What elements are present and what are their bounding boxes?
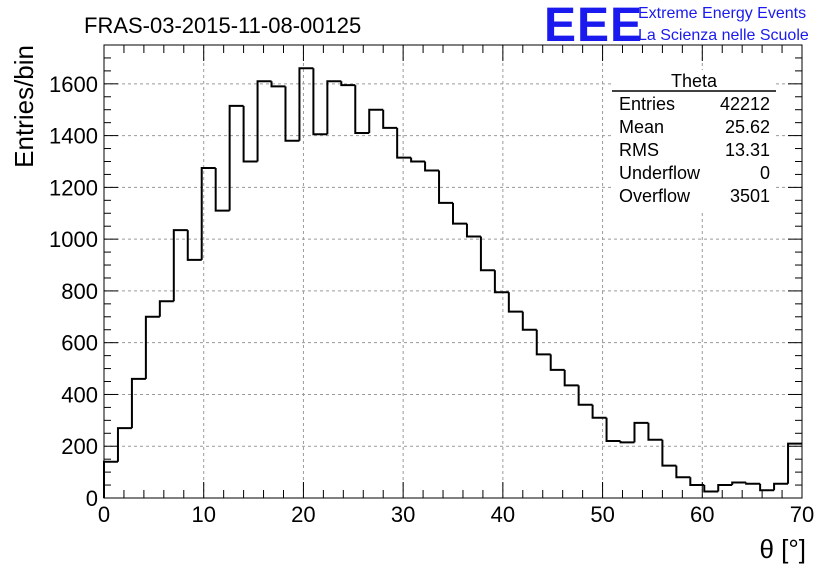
y-tick-label: 1600 [49, 72, 98, 97]
stats-row-value: 25.62 [725, 117, 770, 137]
histogram-bin [549, 354, 565, 371]
histogram-bin [452, 202, 467, 225]
y-tick-label: 1000 [49, 227, 98, 252]
stats-row-label: Entries [619, 94, 675, 114]
histogram-bin [298, 67, 314, 141]
y-tick-labels: 0 200 400 600 800 1000 1200 1400 1600 [49, 72, 98, 511]
histogram-bin [535, 329, 551, 356]
y-tick-label: 1400 [49, 124, 98, 149]
histogram-bin [186, 230, 202, 261]
histogram-bin [661, 439, 677, 467]
histogram-bin [438, 170, 453, 204]
stats-row-label: Underflow [619, 163, 701, 183]
histogram-bin [354, 85, 370, 135]
histogram-bin [675, 465, 691, 479]
histogram-bin [382, 109, 398, 129]
axis-ticks [103, 44, 803, 499]
histogram-bins [103, 67, 802, 498]
histogram-bin [312, 68, 328, 136]
histogram-bin [130, 377, 146, 429]
stats-row-label: RMS [619, 140, 659, 160]
eee-logo-mark: EEE [544, 0, 643, 52]
y-tick-label: 400 [61, 382, 98, 407]
x-axis-title: θ [°] [759, 534, 806, 564]
histogram-bin [340, 81, 356, 87]
x-tick-label: 40 [491, 502, 515, 527]
x-tick-label: 30 [391, 502, 415, 527]
y-tick-label: 0 [86, 486, 98, 511]
stats-row-value: 0 [760, 163, 770, 183]
histogram-bin [424, 161, 440, 172]
histogram-bin [577, 385, 593, 406]
stats-row-value: 42212 [720, 94, 770, 114]
histogram-bin [773, 482, 789, 491]
y-tick-label: 1200 [49, 175, 98, 200]
histogram-bin [731, 481, 747, 486]
histogram-bin [633, 421, 649, 443]
histogram-bin [563, 369, 579, 387]
histogram-bin [270, 81, 286, 88]
histogram-bin [242, 105, 258, 163]
stats-row-value: 13.31 [725, 140, 770, 160]
histogram-bin [493, 270, 509, 294]
histogram-bin [717, 484, 733, 492]
x-tick-label: 0 [98, 502, 110, 527]
y-tick-label: 600 [61, 331, 98, 356]
x-tick-label: 20 [291, 502, 315, 527]
histogram-bin [703, 485, 719, 493]
chart-title: FRAS-03-2015-11-08-00125 [84, 13, 361, 38]
histogram-bin [214, 167, 230, 212]
histogram-bin [507, 292, 523, 313]
histogram-bin [368, 108, 384, 134]
histogram-bin [116, 427, 132, 462]
histogram-bin [326, 80, 342, 135]
stats-row-label: Mean [619, 117, 664, 137]
x-tick-label: 10 [191, 502, 215, 527]
histogram-bin [256, 80, 272, 162]
x-tick-label: 50 [590, 502, 614, 527]
histogram-bin [759, 483, 775, 492]
stats-rows: Entries 42212 Mean 25.62 RMS 13.31 Underflow 0 O… [619, 94, 770, 206]
stats-row-label: Overflow [619, 186, 691, 206]
y-tick-label: 800 [61, 279, 98, 304]
eee-logo-line1: Extreme Energy Events [638, 5, 806, 22]
histogram-bin [479, 236, 495, 272]
stats-box-background [612, 70, 776, 210]
histogram-bin [103, 460, 118, 498]
x-tick-labels: 0 10 20 30 40 50 60 70 [98, 502, 814, 527]
y-tick-label: 200 [61, 434, 98, 459]
histogram-bin [284, 86, 300, 142]
grid-lines [104, 45, 802, 498]
histogram-bin [396, 127, 412, 159]
histogram-bin [465, 223, 481, 238]
histogram-bin [144, 315, 160, 379]
histogram-bin [591, 404, 607, 419]
histogram-bin [745, 482, 761, 485]
histogram-bin [521, 311, 537, 331]
histogram-bin [605, 417, 621, 443]
histogram-bin [172, 229, 188, 302]
stats-box: Theta Entries 42212 Mean 25.62 RMS 13.31 Under… [612, 70, 776, 210]
histogram-bin [647, 422, 663, 441]
x-tick-label: 60 [690, 502, 714, 527]
eee-logo: EEE Extreme Energy Events La Scienza nel… [544, 0, 809, 52]
plot-frame [103, 44, 803, 499]
x-tick-label: 70 [790, 502, 814, 527]
histogram-bin [689, 477, 705, 487]
histogram-bin [410, 157, 426, 163]
stats-row-value: 3501 [730, 186, 770, 206]
histogram-bin [200, 166, 216, 260]
stats-box-title: Theta [671, 71, 718, 91]
eee-logo-line2: La Scienza nelle Scuole [638, 27, 809, 44]
histogram-bin [158, 300, 174, 317]
y-axis-title: Entries/bin [9, 45, 39, 168]
histogram-bin [787, 442, 802, 484]
histogram-bin [228, 104, 244, 211]
histogram-bin [619, 441, 635, 444]
